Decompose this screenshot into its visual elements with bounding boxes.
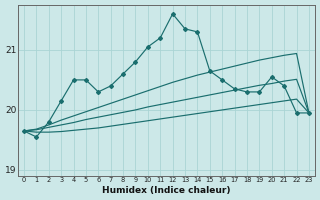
X-axis label: Humidex (Indice chaleur): Humidex (Indice chaleur): [102, 186, 231, 195]
